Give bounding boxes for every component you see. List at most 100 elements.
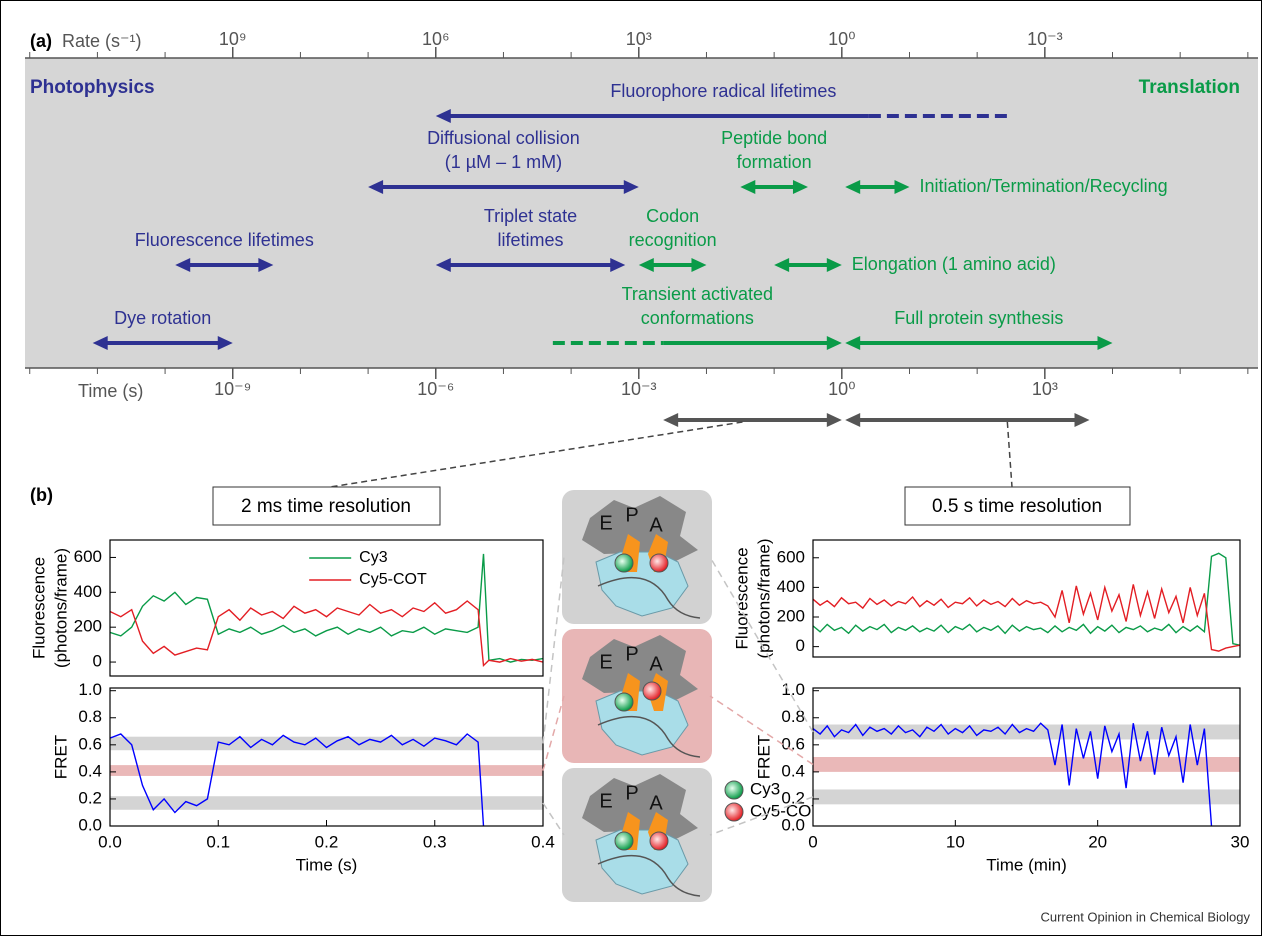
trace: [110, 733, 485, 826]
process-label: Dye rotation: [114, 308, 211, 328]
zoom-connector: [1006, 421, 1013, 488]
process-label: Fluorescence lifetimes: [135, 230, 314, 250]
trace: [813, 584, 1240, 652]
x2-tick-label: 10³: [626, 29, 652, 49]
x-tick-label: 20: [1088, 832, 1107, 851]
arrow-head: [638, 258, 654, 272]
y-tick-label: 600: [777, 547, 805, 566]
rate-label: Rate (s⁻¹): [62, 31, 142, 51]
arrow-head: [1097, 336, 1113, 350]
site-label: E: [599, 651, 612, 673]
fret-band: [813, 789, 1240, 805]
y-tick-label: 0: [93, 652, 102, 671]
x-tick-label: 10³: [1032, 379, 1058, 399]
site-label: E: [599, 790, 612, 812]
process-label: lifetimes: [498, 230, 564, 250]
cy5-dye: [642, 681, 662, 701]
site-label: E: [599, 512, 612, 534]
dye-legend-label: Cy3: [750, 779, 780, 798]
process-label: conformations: [641, 308, 754, 328]
cy5-dye: [649, 553, 669, 573]
state-connector: [709, 556, 814, 733]
y-tick-label: 0: [796, 636, 805, 655]
y-tick-label: 0.2: [781, 788, 805, 807]
site-label: P: [625, 782, 638, 804]
group-label: Photophysics: [30, 77, 155, 98]
dye-legend-label: Cy5-COT: [750, 801, 822, 820]
cy5-dye: [649, 831, 669, 851]
process-label: formation: [737, 152, 812, 172]
fret-band: [110, 765, 543, 776]
fret-band: [813, 757, 1240, 772]
cy3-dye: [614, 553, 634, 573]
arrow-head: [435, 258, 451, 272]
process-label: Fluorophore radical lifetimes: [610, 81, 836, 101]
state-connector: [709, 695, 814, 766]
large-subunit: [582, 774, 698, 840]
large-subunit: [582, 635, 698, 701]
process-label: recognition: [629, 230, 717, 250]
y-tick-label: 0.6: [78, 734, 102, 753]
y-tick-label: 0.0: [78, 815, 102, 834]
x-tick-label: 0.2: [315, 832, 339, 851]
panel-label: (b): [30, 485, 53, 505]
y-tick-label: 200: [74, 617, 102, 636]
y-tick-label: 0.2: [78, 788, 102, 807]
arrow-head: [894, 180, 910, 194]
y-tick-label: 0.4: [78, 761, 102, 780]
dye-legend-marker: [724, 780, 744, 800]
x-tick-label: 10⁻⁶: [417, 379, 454, 399]
resolution-label: 2 ms time resolution: [241, 496, 411, 517]
y-tick-label: 0.6: [781, 734, 805, 753]
trace: [110, 600, 543, 668]
process-label: Codon: [646, 206, 699, 226]
resolution-box: [904, 486, 1131, 526]
plot-frame: [812, 687, 1241, 827]
arrow-head: [258, 258, 274, 272]
plot-background: [813, 540, 1240, 657]
cy3-dye: [614, 831, 634, 851]
fret-band: [110, 736, 543, 751]
timescale-band: [25, 58, 1258, 368]
y-tick-label: 400: [777, 577, 805, 596]
mrna: [597, 854, 701, 897]
x-tick-label: 0.3: [423, 832, 447, 851]
state-connector: [542, 802, 565, 836]
x-tick-label: 10⁰: [828, 379, 855, 399]
y-tick-label: 0.4: [781, 761, 805, 780]
process-label: Diffusional collision: [427, 128, 580, 148]
arrow-head: [92, 336, 108, 350]
resolution-box: [212, 486, 441, 526]
time-label: Time (s): [78, 381, 143, 401]
x-tick-label: 0.4: [531, 832, 555, 851]
arrow-head: [826, 336, 842, 350]
site-label: P: [625, 643, 638, 665]
process-label: Full protein synthesis: [894, 308, 1063, 328]
arrow-head: [826, 413, 842, 427]
state-connector: [542, 695, 565, 771]
y-tick-label: 400: [74, 582, 102, 601]
dye-legend-marker: [724, 802, 744, 822]
site-label: A: [649, 653, 663, 675]
arrow-head: [845, 413, 861, 427]
group-label: Translation: [1139, 77, 1240, 98]
x2-tick-label: 10⁰: [828, 29, 855, 49]
arrow-head: [774, 258, 790, 272]
site-label: A: [649, 514, 663, 536]
state-connector: [542, 556, 565, 744]
resolution-label: 0.5 s time resolution: [932, 496, 1102, 517]
arrow-head: [175, 258, 191, 272]
large-subunit: [582, 496, 698, 562]
x2-tick-label: 10⁻³: [1027, 29, 1063, 49]
y-tick-label: 0.8: [781, 707, 805, 726]
arrow-head: [368, 180, 384, 194]
x-tick-label: 30: [1231, 832, 1250, 851]
state-connector: [709, 796, 814, 836]
y-axis-label: FRET: [51, 735, 70, 779]
legend-label: Cy5-COT: [359, 571, 427, 588]
x-tick-label: 10⁻⁹: [214, 379, 251, 399]
arrow-head: [610, 258, 626, 272]
y-axis-label: Fluorescence: [732, 547, 751, 649]
